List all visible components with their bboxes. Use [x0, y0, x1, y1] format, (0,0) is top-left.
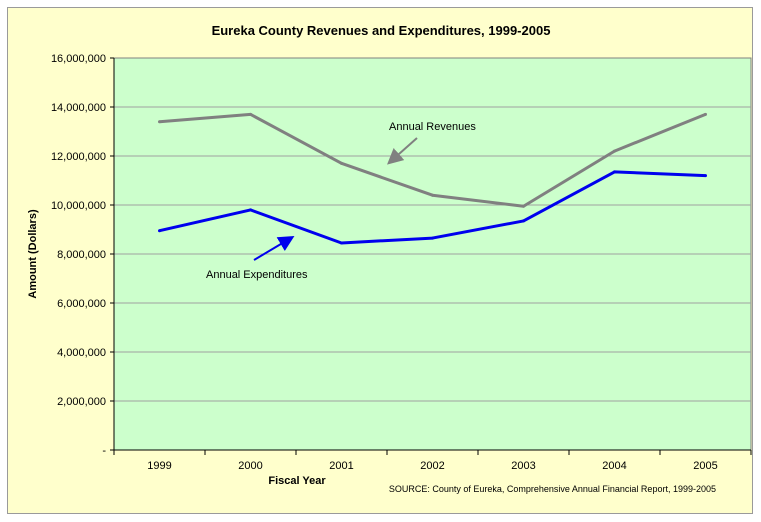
data-point-revenues [431, 193, 434, 197]
y-tick-label: 4,000,000 [57, 347, 106, 359]
x-tick-label: 2000 [238, 460, 262, 472]
y-tick-label: 10,000,000 [51, 200, 106, 212]
y-tick-label: 16,000,000 [51, 53, 106, 65]
data-point-expenditures [431, 236, 434, 240]
annotation-revenues-arrow [387, 137, 418, 165]
x-axis-label: Fiscal Year [268, 475, 326, 487]
x-tick-label: 2002 [420, 460, 444, 472]
source-note: SOURCE: County of Eureka, Comprehensive … [389, 484, 716, 494]
annotation-revenues: Annual Revenues [389, 121, 476, 133]
y-tick-label: 12,000,000 [51, 151, 106, 163]
annotation-expenditures: Annual Expenditures [206, 269, 308, 281]
y-axis-ticks: - 2,000,000 4,000,000 6,000,000 8,000,000 10,… [51, 53, 751, 457]
data-point-revenues [249, 112, 252, 116]
data-point-expenditures [613, 170, 616, 174]
data-point-expenditures [249, 208, 252, 212]
data-point-expenditures [522, 219, 525, 223]
data-point-revenues [340, 161, 343, 165]
annotation-expenditures-arrow [253, 235, 295, 261]
y-tick-label: 6,000,000 [57, 298, 106, 310]
gridlines [114, 106, 751, 402]
data-point-revenues [522, 204, 525, 208]
data-point-revenues [704, 112, 707, 116]
x-axis-ticks: 1999 2000 2001 2002 2003 2004 2005 [113, 450, 752, 472]
y-tick-label: 14,000,000 [51, 102, 106, 114]
y-axis-label: Amount (Dollars) [27, 209, 39, 299]
data-point-expenditures [340, 241, 343, 245]
y-tick-label: 8,000,000 [57, 249, 106, 261]
data-point-revenues [158, 120, 161, 124]
x-tick-label: 2004 [602, 460, 626, 472]
x-tick-label: 2001 [329, 460, 353, 472]
y-tick-label: 2,000,000 [57, 396, 106, 408]
data-point-revenues [613, 149, 616, 153]
x-tick-label: 2005 [693, 460, 717, 472]
x-tick-label: 2003 [511, 460, 535, 472]
series-lines [158, 112, 707, 245]
data-point-expenditures [704, 174, 707, 178]
y-tick-label: - [102, 445, 106, 457]
data-point-expenditures [158, 229, 161, 233]
x-tick-label: 1999 [147, 460, 171, 472]
chart-title: Eureka County Revenues and Expenditures,… [212, 23, 551, 38]
